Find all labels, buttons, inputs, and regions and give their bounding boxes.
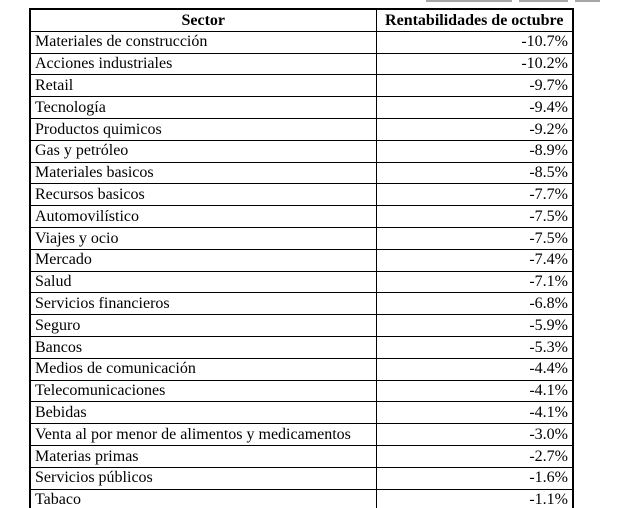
value-cell: -7.5% (375, 226, 574, 250)
table-row: Recursos basicos -7.7% (29, 183, 574, 207)
value-cell: -1.6% (375, 466, 574, 490)
table-row: Seguro -5.9% (29, 314, 574, 337)
value-cell: -1.1% (375, 488, 574, 508)
value-cell: -7.1% (375, 270, 574, 294)
value-cell: -5.9% (375, 314, 574, 337)
table-row: Bancos -5.3% (29, 335, 574, 359)
value-cell: -8.5% (375, 161, 574, 185)
table-row: Viajes y ocio -7.5% (29, 226, 574, 250)
table-row: Bebidas -4.1% (29, 401, 574, 425)
value-cell: -7.5% (375, 205, 574, 228)
value-cell: -4.4% (375, 357, 574, 381)
sector-cell: Servicios financieros (29, 292, 377, 316)
table-row: Mercado -7.4% (29, 248, 574, 272)
table-row: Retail -9.7% (29, 74, 574, 98)
sector-cell: Recursos basicos (29, 183, 377, 207)
value-cell: -10.2% (375, 52, 574, 76)
value-cell: -4.1% (375, 379, 574, 403)
value-cell: -9.7% (375, 74, 574, 98)
table-row: Materiales basicos -8.5% (29, 161, 574, 185)
column-header-sector: Sector (29, 8, 377, 32)
table-row: Gas y petróleo -8.9% (29, 139, 574, 163)
table-row: Servicios financieros -6.8% (29, 292, 574, 316)
value-cell: -7.7% (375, 183, 574, 207)
sector-cell: Viajes y ocio (29, 226, 377, 250)
table-row: Salud -7.1% (29, 270, 574, 294)
value-cell: -5.3% (375, 335, 574, 359)
sector-cell: Retail (29, 74, 377, 98)
value-cell: -3.0% (375, 423, 574, 446)
sector-cell: Venta al por menor de alimentos y medica… (29, 423, 377, 446)
value-cell: -8.9% (375, 139, 574, 163)
column-header-rentabilidades: Rentabilidades de octubre (375, 8, 574, 32)
sector-cell: Materias primas (29, 444, 377, 468)
sector-cell: Materiales de construcción (29, 30, 377, 54)
table-row: Telecomunicaciones -4.1% (29, 379, 574, 403)
sector-cell: Mercado (29, 248, 377, 272)
table-body: Materiales de construcción -10.7% Acciones… (29, 30, 574, 508)
table-row: Materias primas -2.7% (29, 444, 574, 468)
sector-cell: Gas y petróleo (29, 139, 377, 163)
sector-cell: Medios de comunicación (29, 357, 377, 381)
table-row: Tecnología -9.4% (29, 96, 574, 119)
header-row: Sector Rentabilidades de octubre (29, 8, 574, 32)
table-row: Productos quimicos -9.2% (29, 117, 574, 141)
sector-cell: Telecomunicaciones (29, 379, 377, 403)
value-cell: -2.7% (375, 444, 574, 468)
sector-cell: Bancos (29, 335, 377, 359)
table-row: Venta al por menor de alimentos y medica… (29, 423, 574, 446)
table-row: Automovilístico -7.5% (29, 205, 574, 228)
sector-cell: Salud (29, 270, 377, 294)
sector-cell: Automovilístico (29, 205, 377, 228)
sector-returns-table: Sector Rentabilidades de octubre Materia… (29, 8, 574, 508)
sector-cell: Bebidas (29, 401, 377, 425)
value-cell: -9.4% (375, 96, 574, 119)
value-cell: -4.1% (375, 401, 574, 425)
sector-cell: Tecnología (29, 96, 377, 119)
table-row: Acciones industriales -10.2% (29, 52, 574, 76)
value-cell: -10.7% (375, 30, 574, 54)
value-cell: -9.2% (375, 117, 574, 141)
sector-cell: Servicios públicos (29, 466, 377, 490)
table-row: Medios de comunicación -4.4% (29, 357, 574, 381)
sector-cell: Productos quimicos (29, 117, 377, 141)
cropped-content-artifact-line (426, 0, 600, 2)
sector-cell: Tabaco (29, 488, 377, 508)
value-cell: -6.8% (375, 292, 574, 316)
table-header: Sector Rentabilidades de octubre (29, 8, 574, 32)
value-cell: -7.4% (375, 248, 574, 272)
table-row: Servicios públicos -1.6% (29, 466, 574, 490)
table-row: Tabaco -1.1% (29, 488, 574, 508)
sector-cell: Seguro (29, 314, 377, 337)
sector-cell: Materiales basicos (29, 161, 377, 185)
table-row: Materiales de construcción -10.7% (29, 30, 574, 54)
sector-cell: Acciones industriales (29, 52, 377, 76)
